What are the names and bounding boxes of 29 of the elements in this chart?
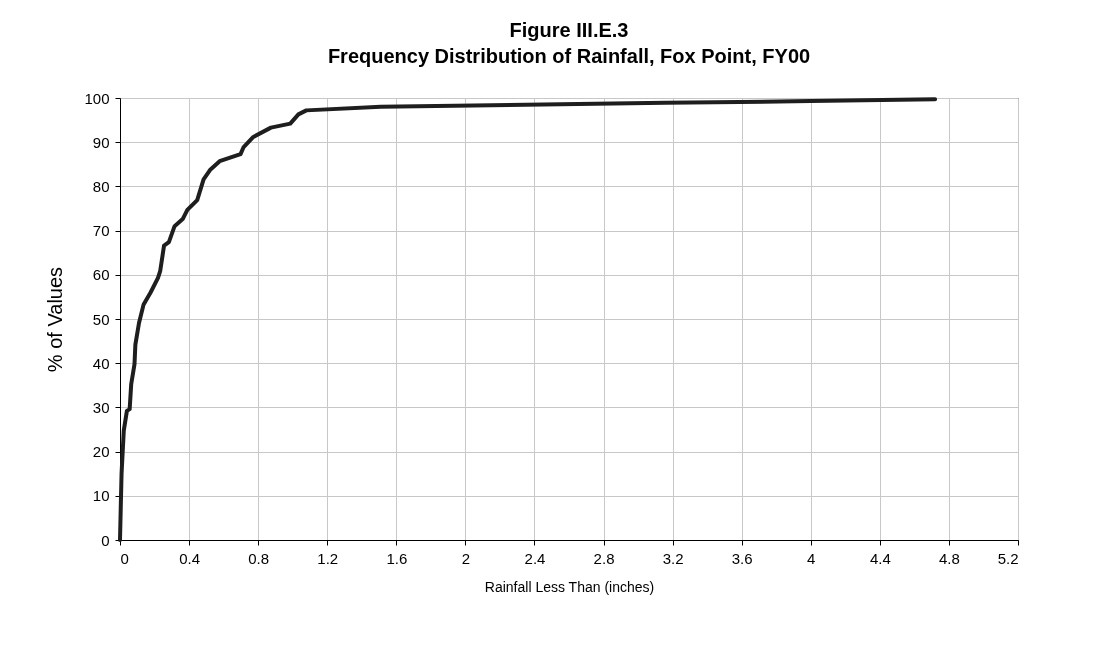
x-tick-label: 0.4 <box>179 549 201 567</box>
y-tick-label: 90 <box>92 133 110 151</box>
y-tick-label: 30 <box>92 398 110 416</box>
y-tick-label: 70 <box>92 222 110 240</box>
x-tick-label: 3.2 <box>662 549 684 567</box>
y-tick-label: 20 <box>92 443 110 461</box>
y-tick-label: 0 <box>101 531 110 549</box>
y-tick-label: 40 <box>92 354 110 372</box>
y-tick-label: 60 <box>92 266 110 284</box>
chart-subtitle: Frequency Distribution of Rainfall, Fox Point, FY00 <box>327 45 811 67</box>
x-tick-label: 5.2 <box>997 549 1019 567</box>
x-tick-label: 4 <box>807 549 816 567</box>
x-tick-label: 0 <box>120 549 129 567</box>
chart-title: Figure III.E.3 <box>509 19 629 41</box>
x-tick-label: 1.2 <box>317 549 339 567</box>
x-tick-label: 3.6 <box>731 549 753 567</box>
x-tick-label: 4.4 <box>869 549 891 567</box>
x-axis-title: Rainfall Less Than (inches) <box>484 578 655 595</box>
y-tick-label: 80 <box>92 177 110 195</box>
x-tick-label: 0.8 <box>248 549 270 567</box>
y-axis-title: % of Values <box>44 266 67 373</box>
x-tick-label: 4.8 <box>938 549 960 567</box>
x-tick-label: 2.8 <box>593 549 615 567</box>
y-tick-label: 50 <box>92 310 110 328</box>
x-tick-label: 1.6 <box>386 549 408 567</box>
y-tick-label: 10 <box>92 487 110 505</box>
x-tick-label: 2.4 <box>524 549 546 567</box>
y-tick-label: 100 <box>84 89 110 107</box>
x-tick-label: 2 <box>461 549 471 567</box>
